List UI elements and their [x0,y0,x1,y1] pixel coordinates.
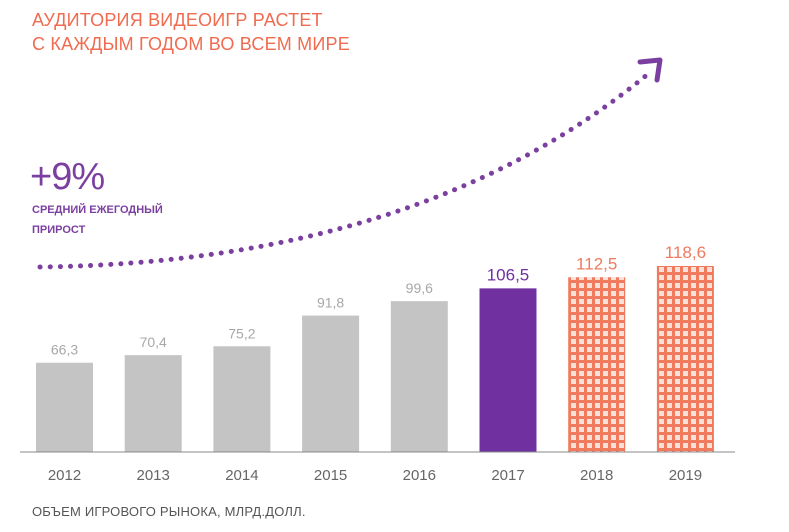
growth-label: СРЕДНИЙ ЕЖЕГОДНЫЙ ПРИРОСТ [32,204,163,236]
value-label-2018: 112,5 [576,254,617,273]
value-label-2015: 91,8 [317,295,344,311]
bar-2019 [656,265,714,452]
tick-label-2012: 2012 [48,467,81,484]
title-line-1: АУДИТОРИЯ ВИДЕОИГР РАСТЕТ [32,10,323,30]
growth-curve [37,71,651,270]
tick-label-2015: 2015 [314,467,347,484]
value-label-2019: 118,6 [665,243,706,262]
bar-2018 [568,277,626,452]
tick-label-2014: 2014 [225,467,258,484]
bar-2014 [213,346,271,452]
tick-label-2017: 2017 [491,467,524,484]
bar-2013 [124,355,182,452]
value-label-2013: 70,4 [140,334,167,350]
labels-layer: 66,3 2012 70,4 2013 75,2 2014 91,8 2015 99,6 2016… [48,243,706,484]
chart-footnote: ОБЪЕМ ИГРОВОГО РЫНОКА, МЛРД.ДОЛЛ. [32,504,306,519]
growth-percent: +9% [30,156,105,198]
bar-2015 [302,315,360,452]
tick-label-2018: 2018 [580,467,613,484]
value-label-2012: 66,3 [51,342,78,358]
bar-2012 [36,362,93,452]
bars-layer [36,265,714,452]
tick-label-2019: 2019 [669,467,702,484]
bar-2016 [390,301,448,452]
growth-trend-arrow [37,57,663,270]
value-label-2017: 106,5 [487,265,530,284]
tick-label-2016: 2016 [403,467,436,484]
value-label-2016: 99,6 [406,280,433,296]
title-line-2: С КАЖДЫМ ГОДОМ ВО ВСЕМ МИРЕ [32,34,350,54]
page-title: АУДИТОРИЯ ВИДЕОИГР РАСТЕТ С КАЖДЫМ ГОДОМ… [32,8,350,56]
value-label-2014: 75,2 [228,325,255,341]
arrow-head-icon [637,57,663,83]
tick-label-2013: 2013 [137,467,170,484]
bar-2017 [479,288,537,452]
